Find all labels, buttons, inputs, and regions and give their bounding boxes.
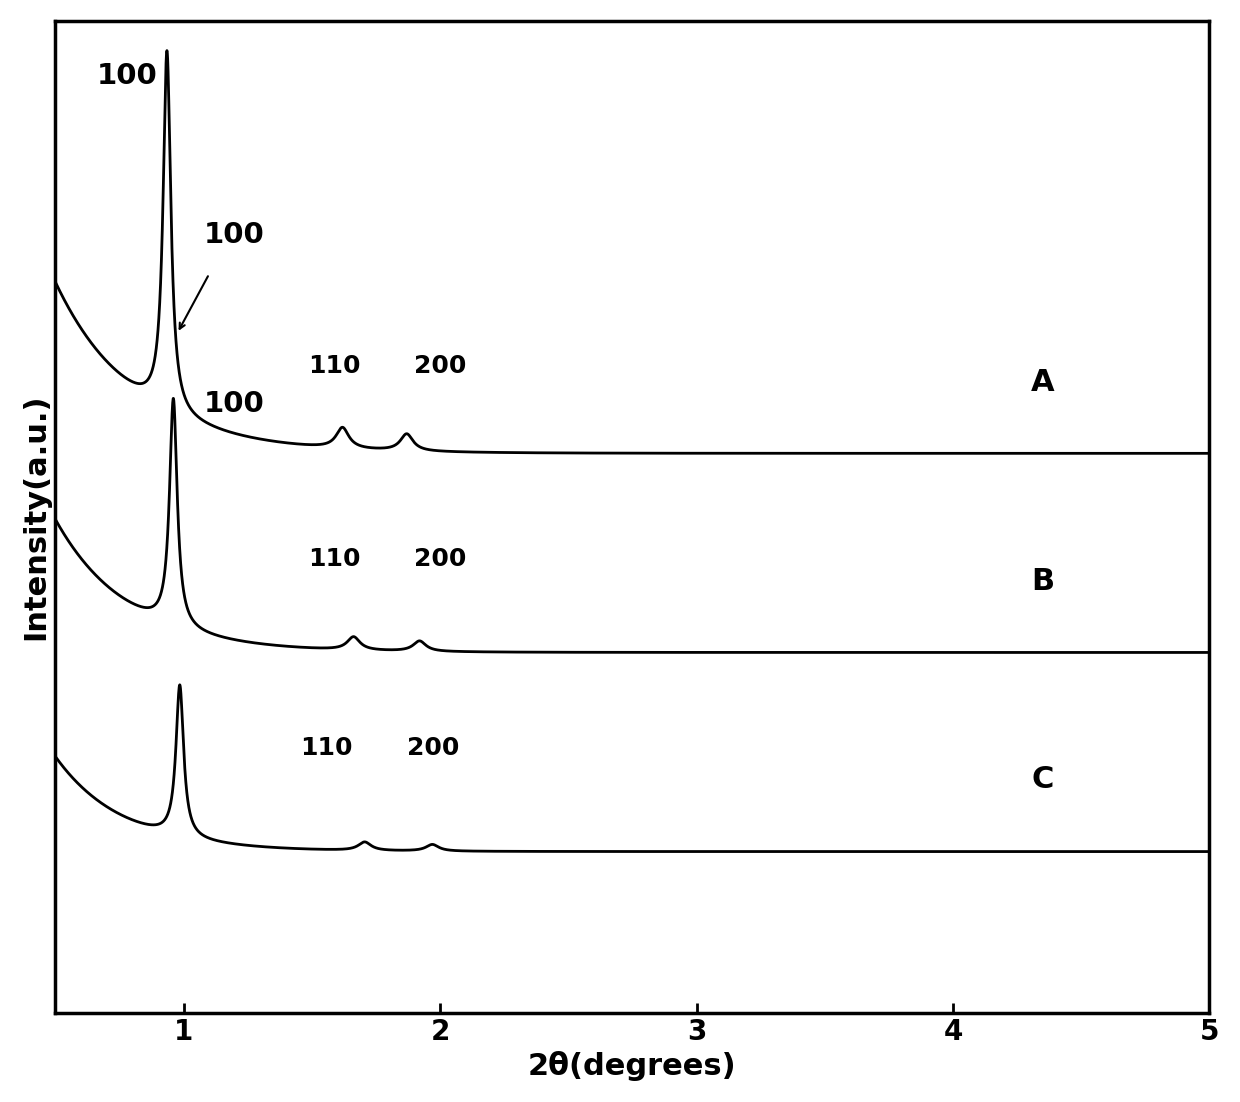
Text: 200: 200 [414,354,466,378]
Text: 200: 200 [407,736,459,759]
Text: 100: 100 [97,63,157,90]
Text: 100: 100 [205,222,265,249]
Y-axis label: Intensity(a.u.): Intensity(a.u.) [21,393,50,640]
Text: 110: 110 [308,354,361,378]
Text: 100: 100 [205,390,265,418]
Text: 110: 110 [308,548,361,571]
X-axis label: 2θ(degrees): 2θ(degrees) [528,1051,737,1081]
Text: 200: 200 [414,548,466,571]
Text: 110: 110 [300,736,353,759]
Text: C: C [1032,765,1054,795]
Text: A: A [1030,368,1054,398]
Text: B: B [1032,566,1054,596]
